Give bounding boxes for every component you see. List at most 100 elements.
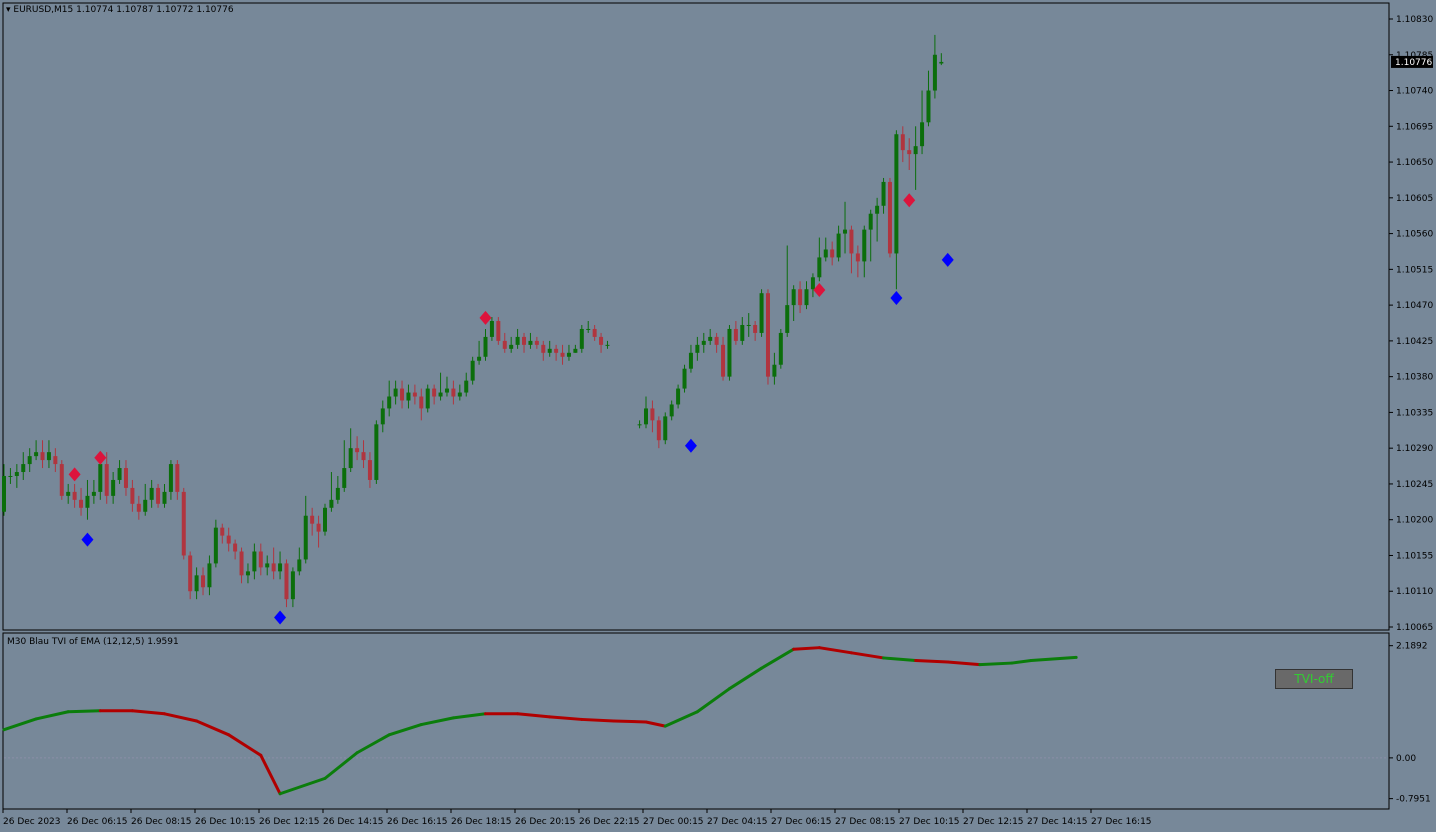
candle-body: [669, 404, 674, 417]
candle-body: [541, 344, 546, 353]
candle-body: [316, 523, 321, 532]
candle-body: [21, 464, 26, 473]
candle-body: [483, 336, 488, 357]
candle-body: [528, 340, 533, 345]
candlesticks: [2, 34, 944, 608]
candle-body: [605, 344, 610, 346]
tvi-segment: [278, 776, 327, 796]
time-tick-label: 27 Dec 16:15: [1091, 817, 1152, 827]
candle-body: [149, 487, 154, 500]
tvi-segment: [34, 710, 70, 721]
price-tick-label: 1.10560: [1396, 230, 1433, 240]
candle-body: [245, 571, 250, 576]
candle-body: [400, 388, 405, 401]
candle-body: [168, 464, 173, 492]
candle-body: [111, 479, 116, 496]
candle-body: [335, 487, 340, 500]
time-tick-label: 26 Dec 14:15: [323, 817, 384, 827]
candle-body: [727, 328, 732, 377]
sell-signal-diamond: [903, 193, 916, 208]
candle-body: [188, 555, 193, 592]
candle-body: [592, 328, 597, 337]
tvi-segment: [695, 687, 731, 714]
candle-body: [791, 289, 796, 306]
candle-body: [740, 324, 745, 341]
tvi-segment: [914, 659, 950, 664]
candle-body: [836, 233, 841, 258]
dropdown-arrow-icon[interactable]: ▾: [6, 5, 11, 15]
candle-body: [926, 90, 931, 123]
candle-body: [310, 515, 315, 524]
candle-body: [907, 150, 912, 155]
candle-body: [599, 336, 604, 345]
candle-body: [425, 388, 430, 409]
symbol-label: EURUSD,M15: [13, 5, 74, 15]
tvi-off-button[interactable]: TVI-off: [1275, 669, 1353, 689]
candle-body: [560, 352, 565, 357]
price-tick-label: 1.10155: [1396, 551, 1433, 561]
candle-body: [714, 336, 719, 345]
symbol-header[interactable]: ▾ EURUSD,M15 1.10774 1.10787 1.10772 1.1…: [6, 5, 234, 15]
tvi-segment: [946, 660, 982, 667]
candle-body: [419, 396, 424, 409]
chart-frame: [2, 2, 1390, 810]
candle-body: [477, 356, 482, 361]
candle-body: [509, 344, 514, 349]
tvi-segment: [355, 733, 391, 755]
indicator-tick-label: 0.00: [1396, 754, 1416, 764]
candle-body: [27, 456, 32, 465]
candle-body: [701, 340, 706, 345]
candle-body: [406, 392, 411, 401]
price-tick-label: 1.10470: [1396, 301, 1433, 311]
candle-body: [329, 499, 334, 508]
candle-body: [881, 181, 886, 206]
tvi-segment: [580, 717, 616, 723]
current-price-box: [1391, 55, 1433, 68]
candle-body: [656, 420, 661, 441]
time-tick-label: 27 Dec 10:15: [899, 817, 960, 827]
indicator-label: M30 Blau TVI of EMA (12,12,5) 1.9591: [7, 637, 179, 647]
candle-body: [778, 332, 783, 365]
candle-body: [162, 491, 167, 504]
candle-body: [868, 213, 873, 230]
tvi-segment: [163, 712, 199, 723]
candle-body: [913, 146, 918, 155]
candle-body: [72, 491, 77, 500]
candle-body: [143, 499, 148, 512]
tvi-segment: [323, 751, 359, 780]
tvi-segment: [451, 712, 487, 720]
candle-body: [843, 229, 848, 234]
buy-signal-diamond: [81, 532, 94, 547]
candle-body: [323, 507, 327, 532]
candle-body: [682, 368, 687, 389]
candle-body: [470, 360, 475, 381]
candle-body: [207, 563, 212, 588]
sell-signal-diamond: [813, 283, 826, 298]
candle-body: [894, 134, 899, 254]
candle-body: [117, 468, 122, 480]
candle-body: [233, 543, 238, 552]
candle-body: [875, 205, 880, 214]
price-tick-label: 1.10740: [1396, 87, 1433, 97]
candle-body: [721, 344, 726, 377]
candle-body: [412, 392, 417, 397]
candle-body: [361, 452, 366, 461]
candle-body: [457, 392, 462, 397]
candle-body: [130, 487, 135, 504]
candle-body: [59, 464, 64, 496]
time-tick-label: 26 Dec 16:15: [387, 817, 448, 827]
candle-body: [226, 535, 231, 544]
time-tick-label: 26 Dec 20:15: [515, 817, 576, 827]
time-tick-label: 26 Dec 10:15: [195, 817, 256, 827]
time-tick-label: 26 Dec 22:15: [579, 817, 640, 827]
candle-body: [862, 229, 867, 262]
price-tick-label: 1.10380: [1396, 373, 1433, 383]
time-tick-label: 27 Dec 06:15: [771, 817, 832, 827]
candle-body: [753, 324, 758, 333]
candle-body: [547, 348, 552, 353]
candle-body: [644, 408, 648, 425]
tvi-segment: [419, 716, 455, 727]
tvi-segment: [130, 709, 166, 716]
candle-body: [688, 352, 693, 369]
